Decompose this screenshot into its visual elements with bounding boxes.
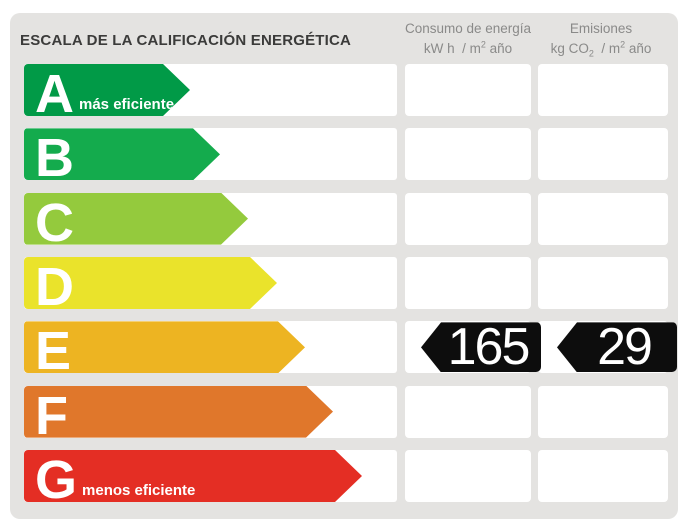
consumption-cell xyxy=(405,256,531,309)
emissions-cell xyxy=(538,385,668,438)
emissions-cell xyxy=(538,128,668,181)
energy-scale-panel: ESCALA DE LA CALIFICACIÓN ENERGÉTICA Con… xyxy=(10,13,678,519)
scale-row-d: D xyxy=(10,256,678,309)
rating-arrow-c: C xyxy=(24,193,248,245)
rating-letter: B xyxy=(35,128,74,189)
consumption-column-label: Consumo de energía xyxy=(404,21,532,36)
consumption-cell xyxy=(405,385,531,438)
emissions-cell xyxy=(538,449,668,502)
emissions-column-unit: kg CO2 / m2 año xyxy=(550,39,652,59)
emissions-cell xyxy=(538,192,668,245)
scale-row-a: A más eficiente xyxy=(10,64,678,116)
rating-arrow-e: E xyxy=(24,321,305,373)
rating-arrow-a: A más eficiente xyxy=(24,64,190,116)
rating-arrow-g: G menos eficiente xyxy=(24,450,362,502)
consumption-value-badge: 165 xyxy=(421,318,541,377)
rating-letter: F xyxy=(35,385,68,446)
emissions-value-badge: 29 xyxy=(557,318,677,377)
consumption-value: 165 xyxy=(447,318,531,377)
consumption-column-unit: kW h / m2 año xyxy=(423,39,513,56)
scale-row-c: C xyxy=(10,192,678,245)
scale-row-e: E 165 29 xyxy=(10,321,678,373)
emissions-cell xyxy=(538,256,668,309)
consumption-column-header: Consumo de energía kW h / m2 año xyxy=(403,19,533,59)
rating-letter: C xyxy=(35,192,74,253)
consumption-cell xyxy=(405,192,531,245)
rating-arrow-f: F xyxy=(24,386,333,438)
most-efficient-label: más eficiente xyxy=(79,96,175,113)
least-efficient-label: menos eficiente xyxy=(82,481,196,499)
scale-row-b: B xyxy=(10,128,678,180)
rating-arrow-d: D xyxy=(24,257,277,309)
scale-row-f: F xyxy=(10,385,678,438)
emissions-value: 29 xyxy=(597,318,653,377)
consumption-cell xyxy=(405,64,531,116)
emissions-column-header: Emisiones kg CO2 / m2 año xyxy=(534,19,668,59)
consumption-cell xyxy=(405,449,531,502)
scale-row-g: G menos eficiente xyxy=(10,449,678,502)
rating-letter: D xyxy=(35,256,74,317)
emissions-cell xyxy=(538,64,668,116)
consumption-cell xyxy=(405,128,531,181)
rating-letter: E xyxy=(35,321,72,382)
emissions-column-label: Emisiones xyxy=(569,21,633,36)
rating-letter: A xyxy=(35,64,74,124)
page-title: ESCALA DE LA CALIFICACIÓN ENERGÉTICA xyxy=(20,32,352,49)
rating-arrow-b: B xyxy=(24,128,220,180)
rating-letter: G xyxy=(35,449,78,510)
